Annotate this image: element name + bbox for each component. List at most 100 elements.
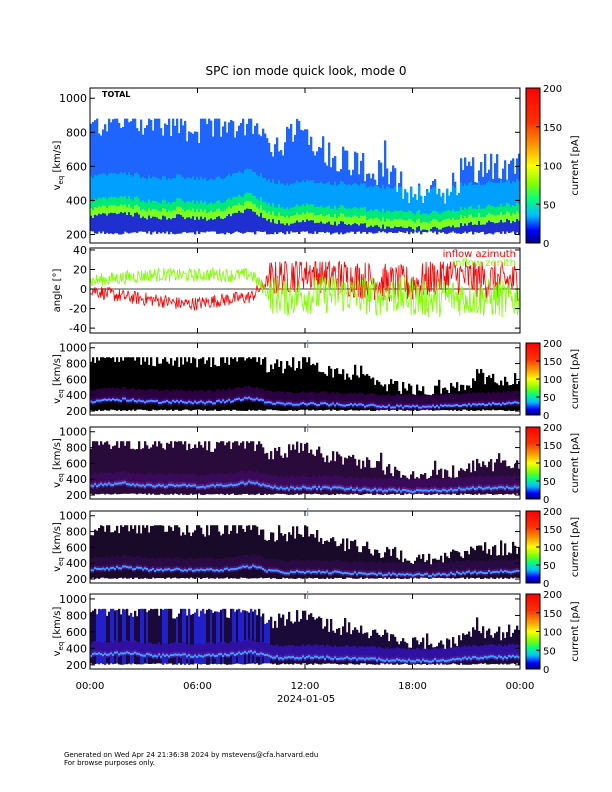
heatmap-column-mid — [278, 180, 281, 205]
heatmap-column-low — [424, 229, 427, 232]
heatmap-column-mid — [256, 641, 259, 652]
heatmap-column — [210, 451, 213, 495]
heatmap-column-peak — [516, 486, 519, 489]
heatmap-column-core — [404, 211, 407, 227]
heatmap-column-peak — [482, 487, 485, 490]
x-axis-date-label: 2024-01-05 — [277, 694, 335, 705]
heatmap-column-peak — [402, 659, 405, 662]
heatmap-column-peak — [362, 657, 365, 660]
heatmap-column-peak — [164, 208, 167, 217]
heatmap-column-mid — [432, 562, 435, 572]
heatmap-column-mid — [108, 471, 111, 481]
heatmap-column — [234, 611, 237, 664]
heatmap-column-peak — [262, 399, 265, 402]
heatmap-column-mid — [116, 387, 119, 397]
heatmap-column-mid — [296, 559, 299, 568]
colorbar-tick-label: 150 — [543, 525, 562, 536]
heatmap-column-core — [130, 198, 133, 214]
heatmap-column-mid — [480, 392, 483, 402]
heatmap-column-core — [240, 196, 243, 211]
heatmap-column-mid — [364, 647, 367, 657]
heatmap-column-low — [136, 212, 139, 233]
heatmap-column-mid — [428, 649, 431, 659]
heatmap-column-mid — [226, 642, 229, 653]
heatmap-column-low — [280, 223, 283, 232]
heatmap-column-mid — [282, 391, 285, 401]
heatmap-column-mid — [118, 388, 121, 398]
heatmap-column-peak — [290, 402, 293, 405]
heatmap-column-peak — [454, 219, 457, 228]
heatmap-column-mid — [498, 644, 501, 654]
heatmap-column-core — [170, 203, 173, 218]
heatmap-column-peak — [398, 488, 401, 491]
heatmap-column — [152, 444, 155, 494]
heatmap-column-low — [128, 212, 131, 234]
heatmap-column-mid — [272, 558, 275, 568]
heatmap-column-mid — [186, 391, 189, 400]
heatmap-column-peak — [378, 657, 381, 660]
heatmap-column-mid — [236, 473, 239, 482]
heatmap-column-peak — [468, 656, 471, 659]
heatmap-column-mid — [266, 559, 269, 569]
heatmap-column-core — [196, 200, 199, 216]
heatmap-column-mid — [298, 182, 301, 207]
heatmap-column-mid — [486, 645, 489, 655]
heatmap-column-low — [222, 219, 225, 234]
heatmap-column-peak — [122, 397, 125, 400]
heatmap-column-mid — [506, 179, 509, 203]
heatmap-column-mid — [480, 560, 483, 570]
heatmap-column-mid — [352, 393, 355, 403]
heatmap-column-mid — [234, 557, 237, 567]
heatmap-column-mid — [412, 563, 415, 573]
heatmap-column-mid — [418, 186, 421, 210]
heatmap-column-peak — [376, 659, 379, 662]
heatmap-column-core — [144, 201, 147, 217]
heatmap-column-peak — [212, 653, 215, 656]
heatmap-column-mid — [166, 642, 169, 652]
heatmap-column-mid — [504, 644, 507, 654]
heatmap-column-peak — [252, 398, 255, 401]
heatmap-column-mid — [158, 391, 161, 400]
heatmap-column-mid — [406, 649, 409, 659]
heatmap-column-core — [172, 201, 175, 217]
heatmap-column-peak — [312, 656, 315, 659]
heatmap-column-peak — [150, 210, 153, 219]
heatmap-column-mid — [448, 648, 451, 658]
heatmap-column-peak — [512, 654, 515, 657]
heatmap-column-mid — [378, 646, 381, 656]
heatmap-column — [218, 612, 221, 665]
heatmap-column-peak — [444, 489, 447, 492]
heatmap-column — [198, 616, 201, 665]
heatmap-column-mid — [112, 642, 115, 652]
heatmap-column-peak — [406, 405, 409, 408]
heatmap-column-peak — [144, 485, 147, 488]
heatmap-column-peak — [402, 406, 405, 409]
heatmap-column-peak — [120, 652, 123, 655]
heatmap-column-core — [406, 211, 409, 227]
heatmap-column-peak — [472, 403, 475, 406]
legend-entry-0: inflow azimuth — [443, 249, 516, 260]
heatmap-column-peak — [274, 656, 277, 659]
heatmap-column — [304, 610, 307, 664]
heatmap-column-mid — [122, 554, 125, 564]
heatmap-column-mid — [130, 641, 133, 651]
heatmap-column — [202, 357, 205, 411]
heatmap-column — [350, 457, 353, 494]
heatmap-column-mid — [202, 558, 205, 567]
heatmap-column — [342, 538, 345, 579]
heatmap-column-peak — [438, 489, 441, 492]
heatmap-column — [170, 608, 173, 664]
heatmap-column-peak — [400, 659, 403, 662]
heatmap-column — [288, 128, 291, 234]
heatmap-column — [176, 441, 179, 495]
heatmap-column-peak — [330, 403, 333, 406]
heatmap-column-peak — [496, 215, 499, 224]
heatmap-column-peak — [408, 658, 411, 661]
heatmap-column-mid — [316, 393, 319, 403]
heatmap-column-mid — [178, 174, 181, 199]
heatmap-column-peak — [206, 568, 209, 571]
heatmap-column-mid — [284, 477, 287, 486]
heatmap-column-mid — [262, 557, 265, 567]
heatmap-column-mid — [370, 646, 373, 656]
